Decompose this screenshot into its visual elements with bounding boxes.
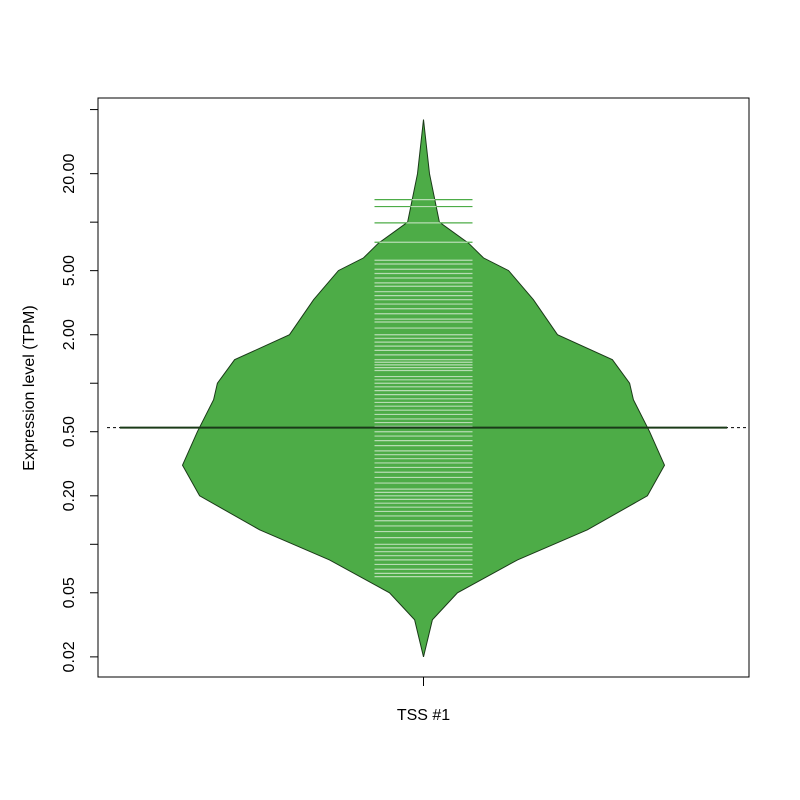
y-tick-label: 5.00 (61, 255, 78, 286)
y-tick-label: 0.20 (61, 480, 78, 511)
violin (181, 119, 666, 658)
y-tick-label: 0.02 (61, 641, 78, 672)
y-tick-label: 20.00 (61, 154, 78, 194)
y-tick-label: 0.05 (61, 577, 78, 608)
x-tick-label: TSS #1 (397, 707, 450, 724)
y-tick-label: 2.00 (61, 319, 78, 350)
y-axis-label: Expression level (TPM) (21, 305, 38, 470)
y-tick-label: 0.50 (61, 416, 78, 447)
beanlines-inside (374, 199, 473, 578)
